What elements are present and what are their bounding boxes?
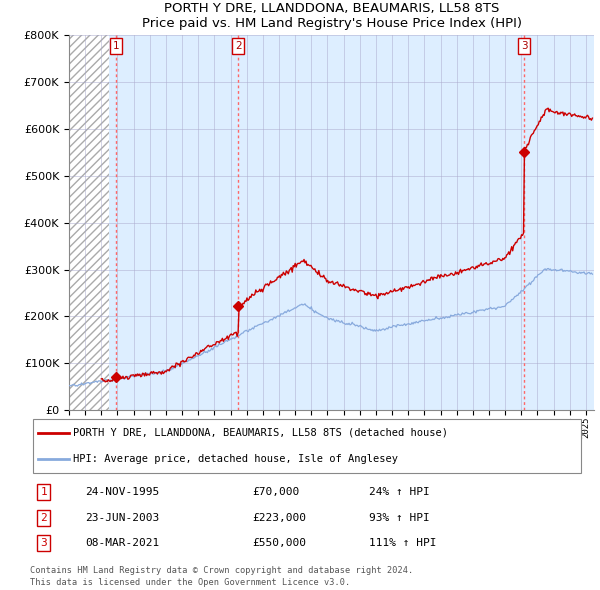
Text: 111% ↑ HPI: 111% ↑ HPI [368,538,436,548]
Text: 3: 3 [521,41,527,51]
Text: £70,000: £70,000 [252,487,299,497]
Title: PORTH Y DRE, LLANDDONA, BEAUMARIS, LL58 8TS
Price paid vs. HM Land Registry's Ho: PORTH Y DRE, LLANDDONA, BEAUMARIS, LL58 … [142,2,521,30]
Text: 08-MAR-2021: 08-MAR-2021 [86,538,160,548]
Text: PORTH Y DRE, LLANDDONA, BEAUMARIS, LL58 8TS (detached house): PORTH Y DRE, LLANDDONA, BEAUMARIS, LL58 … [73,428,448,438]
Text: 23-JUN-2003: 23-JUN-2003 [86,513,160,523]
Text: 24% ↑ HPI: 24% ↑ HPI [368,487,430,497]
Text: This data is licensed under the Open Government Licence v3.0.: This data is licensed under the Open Gov… [30,578,350,588]
Text: 1: 1 [113,41,119,51]
Text: HPI: Average price, detached house, Isle of Anglesey: HPI: Average price, detached house, Isle… [73,454,398,464]
Text: 1: 1 [41,487,47,497]
Text: 2: 2 [235,41,242,51]
FancyBboxPatch shape [33,419,581,473]
Text: £223,000: £223,000 [252,513,306,523]
Text: 24-NOV-1995: 24-NOV-1995 [86,487,160,497]
Text: 93% ↑ HPI: 93% ↑ HPI [368,513,430,523]
Text: £550,000: £550,000 [252,538,306,548]
Text: 3: 3 [41,538,47,548]
Text: Contains HM Land Registry data © Crown copyright and database right 2024.: Contains HM Land Registry data © Crown c… [30,566,413,575]
Text: 2: 2 [41,513,47,523]
